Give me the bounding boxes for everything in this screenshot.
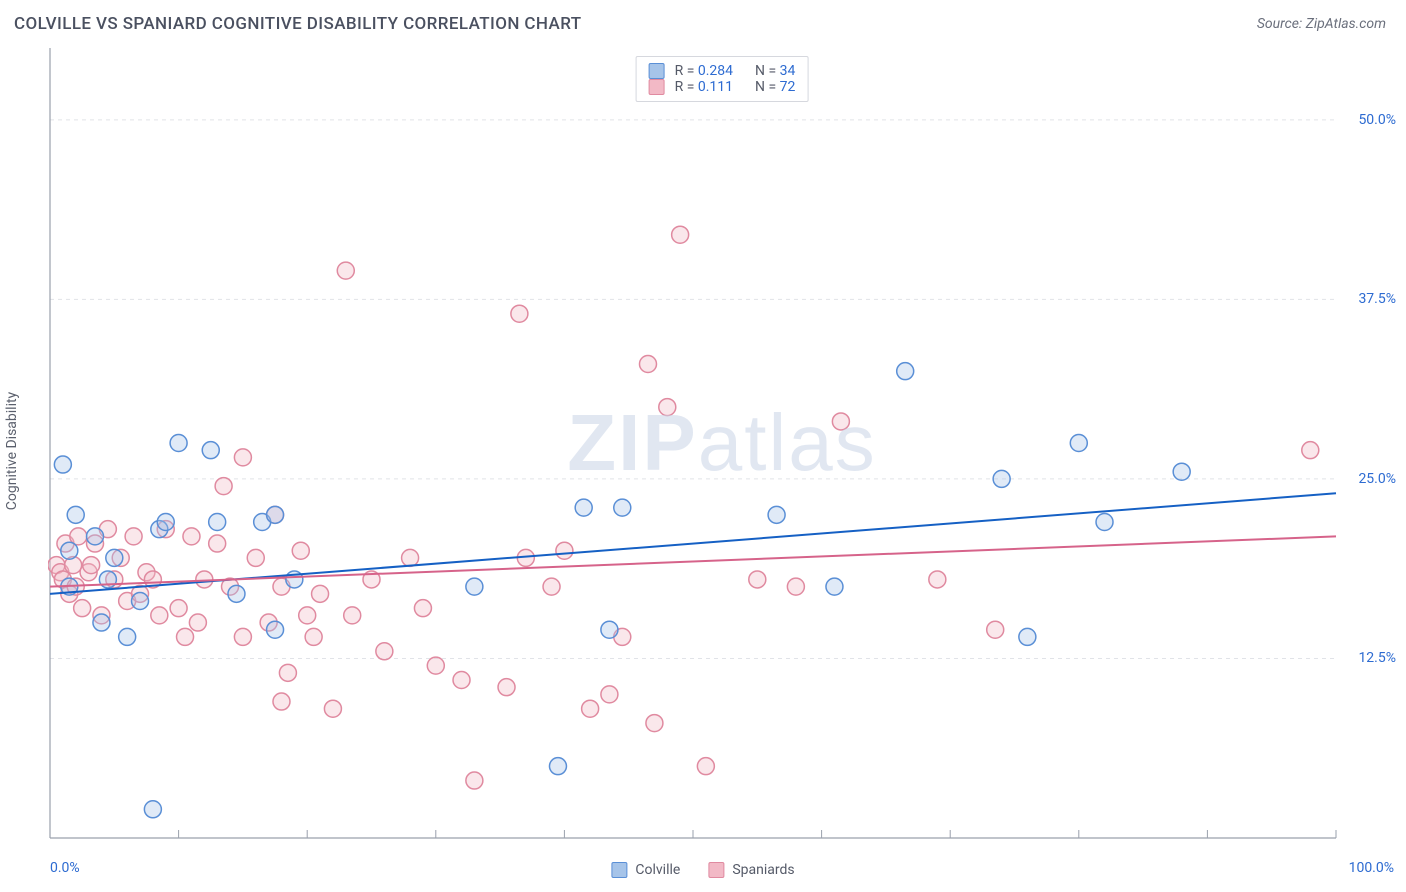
correlation-legend: R = 0.284 N = 34 R = 0.111 N = 72 <box>636 56 809 102</box>
x-axis-max-label: 100.0% <box>1349 860 1394 876</box>
series-legend-label: Spaniards <box>732 862 794 878</box>
n-stat: N = 72 <box>755 79 795 95</box>
header-row: COLVILLE VS SPANIARD COGNITIVE DISABILIT… <box>14 14 1386 34</box>
n-stat: N = 34 <box>755 63 795 79</box>
series-legend: Colville Spaniards <box>611 862 794 878</box>
source-label: Source: ZipAtlas.com <box>1257 16 1386 32</box>
y-tick-label: 12.5% <box>1358 650 1396 666</box>
series-legend-item: Spaniards <box>708 862 794 878</box>
series-legend-item: Colville <box>611 862 680 878</box>
x-axis-min-label: 0.0% <box>50 860 80 876</box>
y-tick-label: 37.5% <box>1358 291 1396 307</box>
y-tick-label: 50.0% <box>1358 112 1396 128</box>
correlation-legend-row: R = 0.111 N = 72 <box>649 79 796 95</box>
y-axis-label: Cognitive Disability <box>4 392 20 510</box>
legend-swatch <box>708 862 724 878</box>
r-stat: R = 0.111 <box>675 79 733 95</box>
chart-title: COLVILLE VS SPANIARD COGNITIVE DISABILIT… <box>14 14 582 34</box>
correlation-legend-row: R = 0.284 N = 34 <box>649 63 796 79</box>
scatter-plot <box>48 46 1396 840</box>
legend-swatch <box>649 79 665 95</box>
r-stat: R = 0.284 <box>675 63 733 79</box>
chart-area: Cognitive Disability R = 0.284N = 34R = … <box>48 46 1396 840</box>
legend-swatch <box>611 862 627 878</box>
legend-swatch <box>649 63 665 79</box>
y-tick-label: 25.0% <box>1358 471 1396 487</box>
series-legend-label: Colville <box>635 862 680 878</box>
